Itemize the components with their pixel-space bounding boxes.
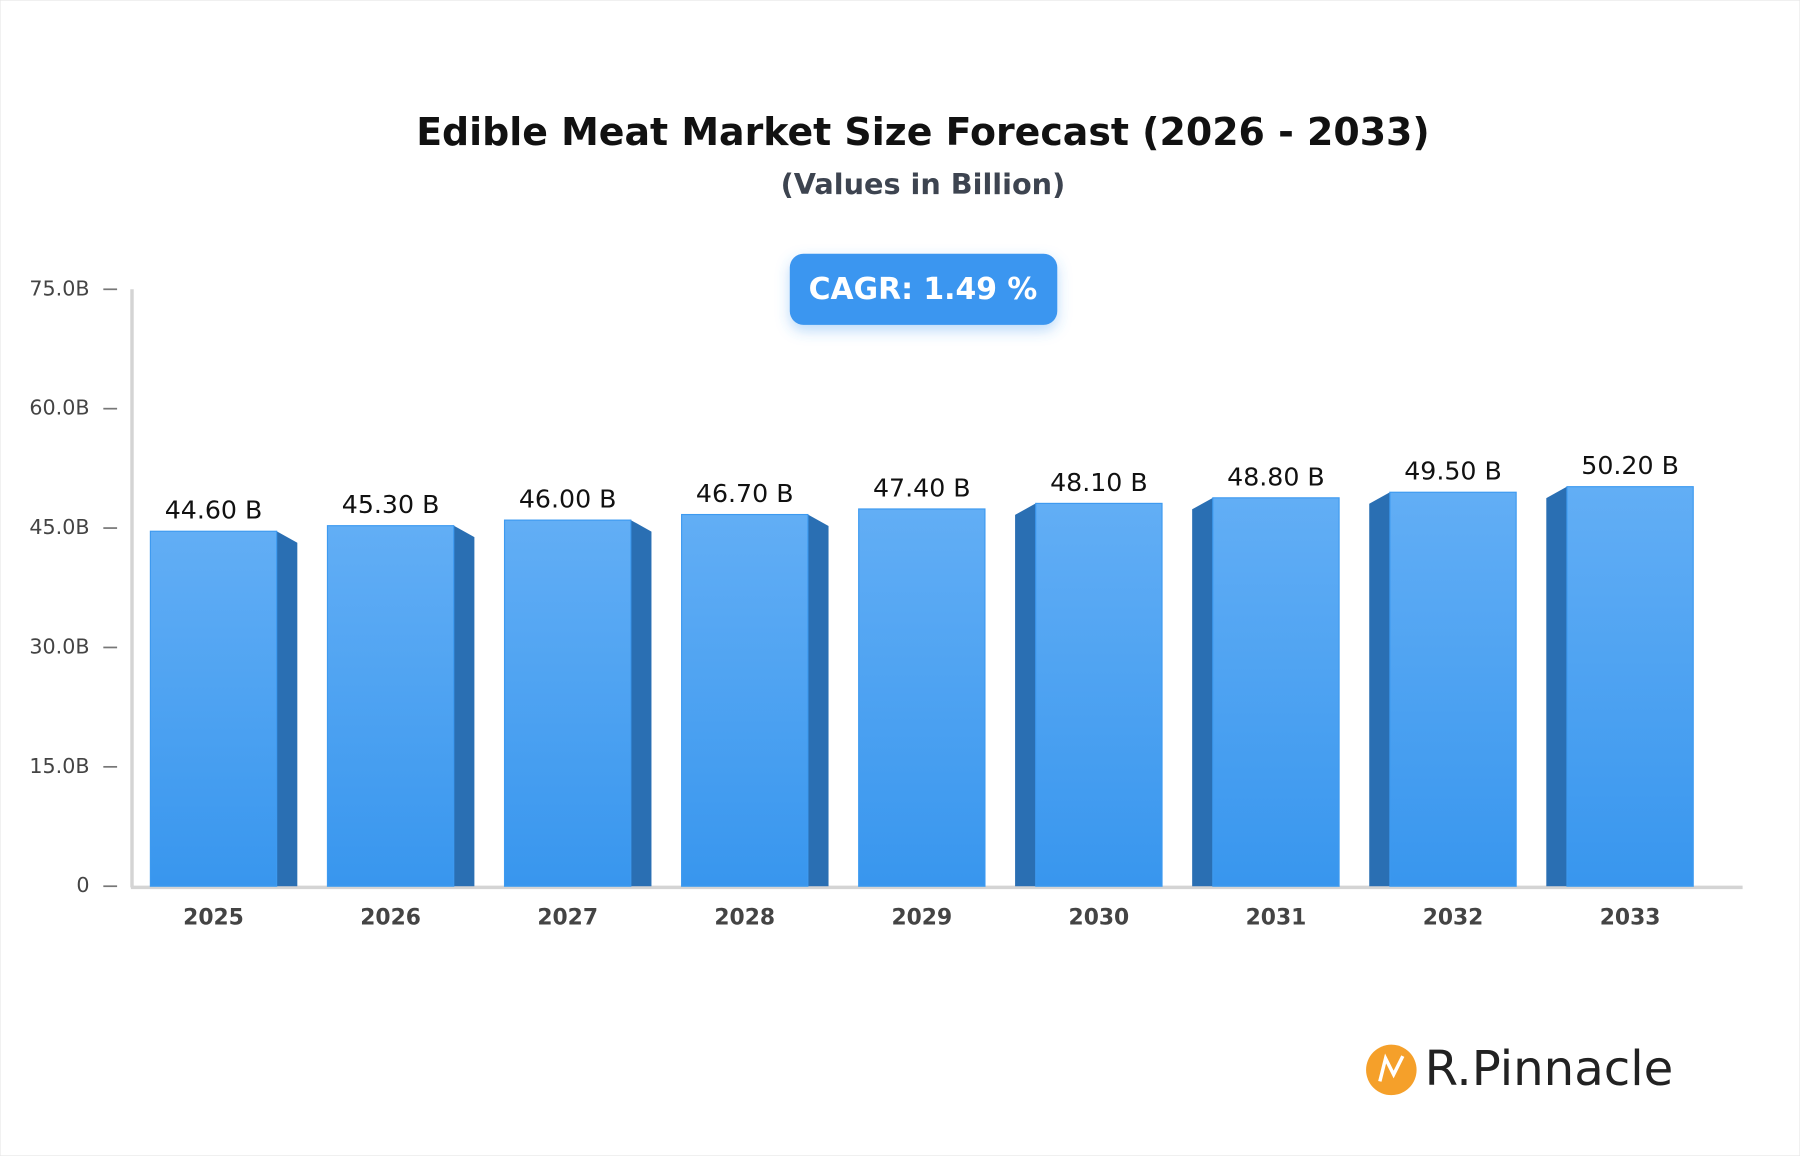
bar	[326, 525, 455, 887]
chart-subtitle: (Values in Billion)	[781, 167, 1066, 201]
bar-side	[453, 525, 475, 887]
bar	[1389, 491, 1517, 887]
bar	[1035, 502, 1163, 887]
bar-side	[1015, 503, 1036, 887]
x-tick-label: 2032	[1423, 905, 1484, 930]
cagr-text: CAGR: 1.49 %	[809, 272, 1038, 307]
bar	[681, 513, 809, 887]
x-tick-label: 2026	[360, 905, 421, 930]
bar-side	[630, 520, 652, 887]
logo-text: R.Pinnacle	[1425, 1041, 1674, 1097]
value-label: 50.20 B	[1581, 451, 1679, 480]
value-label: 46.00 B	[519, 485, 617, 514]
value-label: 48.80 B	[1227, 462, 1325, 491]
y-tick-label: 30.0B	[29, 634, 89, 658]
x-tick-label: 2030	[1069, 905, 1130, 930]
value-label: 46.70 B	[696, 479, 794, 508]
bar	[1566, 486, 1694, 887]
logo: R.Pinnacle	[1366, 1041, 1673, 1097]
logo-glyph	[1378, 1053, 1405, 1082]
x-tick-label: 2031	[1246, 905, 1307, 930]
y-tick-label: 15.0B	[29, 754, 89, 778]
cagr-badge	[789, 253, 1058, 325]
bar	[503, 519, 632, 887]
bar-side	[1192, 497, 1213, 887]
y-tick-label: 60.0B	[29, 396, 89, 420]
y-tick-label: 75.0B	[29, 276, 89, 300]
chart-title: Edible Meat Market Size Forecast (2026 -…	[416, 110, 1430, 154]
value-label: 44.60 B	[165, 496, 263, 525]
y-tick-label: 0	[76, 873, 89, 897]
bar	[1212, 497, 1340, 887]
bar-side	[1546, 486, 1567, 887]
value-label: 48.10 B	[1050, 468, 1148, 497]
x-tick-label: 2025	[183, 905, 244, 930]
y-tick-label: 45.0B	[29, 515, 89, 539]
bar-side	[1369, 492, 1390, 887]
value-label: 47.40 B	[873, 473, 971, 502]
bar	[149, 530, 278, 887]
x-tick-label: 2027	[537, 905, 598, 930]
value-label: 49.50 B	[1404, 457, 1502, 486]
bar-side	[807, 514, 829, 887]
bar-side	[276, 531, 298, 887]
value-label: 45.30 B	[342, 490, 440, 519]
x-tick-label: 2033	[1600, 905, 1661, 930]
x-tick-label: 2029	[891, 905, 952, 930]
bar	[858, 508, 986, 887]
x-tick-label: 2028	[714, 905, 775, 930]
